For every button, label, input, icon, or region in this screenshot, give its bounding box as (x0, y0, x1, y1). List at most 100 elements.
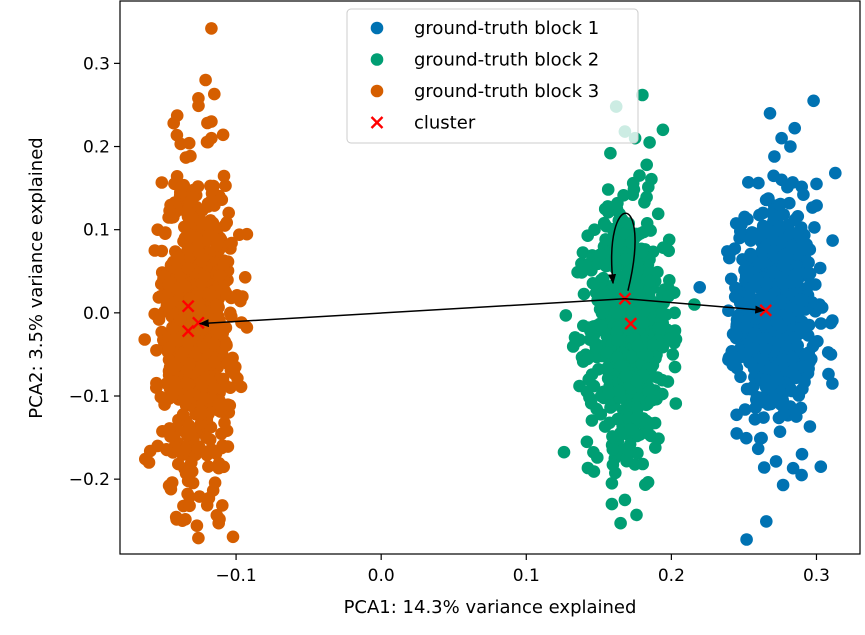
data-point (635, 245, 649, 259)
legend-item: cluster (370, 113, 476, 134)
data-point (803, 278, 817, 292)
data-point (210, 299, 223, 313)
data-point (194, 303, 207, 316)
data-point (784, 140, 797, 153)
data-point (724, 245, 737, 258)
data-point (203, 433, 217, 447)
data-point (730, 427, 743, 440)
data-point (178, 443, 192, 456)
data-point (824, 316, 838, 330)
data-point (226, 530, 240, 544)
x-tick-label: 0.1 (513, 566, 540, 586)
data-point (601, 200, 615, 213)
data-point (766, 377, 779, 391)
data-point (142, 456, 156, 469)
data-point (807, 94, 820, 108)
data-point (639, 478, 652, 492)
data-point (174, 350, 188, 363)
data-point (165, 389, 179, 403)
legend-marker (370, 21, 384, 35)
data-point (769, 455, 783, 468)
data-point (651, 207, 665, 221)
data-point (724, 272, 738, 286)
data-point (587, 465, 601, 478)
data-point (786, 351, 799, 365)
data-point (740, 431, 753, 445)
data-point (207, 337, 221, 351)
data-point (614, 516, 627, 530)
data-point (183, 195, 196, 209)
data-point (204, 289, 218, 302)
x-axis-label: PCA1: 14.3% variance explained (344, 597, 637, 618)
cluster-marker (181, 324, 195, 338)
y-axis-label: PCA2: 3.5% variance explained (26, 137, 47, 418)
data-point (732, 351, 746, 365)
y-tick-label: 0.1 (83, 221, 110, 241)
data-point (205, 131, 218, 145)
data-point (626, 349, 639, 363)
data-point (201, 200, 215, 213)
data-point (197, 341, 211, 354)
data-point (557, 445, 571, 459)
legend-label: cluster (414, 113, 476, 134)
data-point (217, 258, 230, 271)
data-point (181, 392, 194, 406)
data-point (776, 399, 790, 412)
data-point (742, 176, 755, 189)
data-point (810, 199, 823, 212)
data-point (221, 440, 235, 453)
data-point (208, 87, 221, 101)
data-point (663, 332, 676, 346)
data-point (202, 460, 215, 473)
x-tick-label: 0.2 (658, 566, 685, 586)
data-point (152, 313, 166, 326)
data-point (793, 293, 807, 306)
data-point (155, 176, 169, 189)
data-point (617, 189, 630, 202)
data-point (192, 440, 206, 454)
data-point (757, 461, 771, 474)
data-point (601, 183, 615, 196)
data-point (168, 360, 182, 374)
data-point (193, 490, 206, 503)
data-point (752, 176, 765, 190)
cluster-marker (624, 317, 638, 331)
data-point (756, 353, 770, 366)
data-point (606, 443, 620, 456)
data-point (814, 317, 828, 330)
data-point (730, 408, 743, 422)
x-axis-ticks: −0.1 0.0 0.1 0.2 0.3 (215, 554, 830, 586)
data-point (775, 131, 788, 145)
data-point (644, 224, 657, 237)
data-point (216, 372, 230, 386)
transition-arrow (624, 297, 766, 314)
data-point (582, 373, 595, 386)
data-point (591, 451, 604, 464)
data-point (614, 359, 628, 372)
y-tick-label: 0.3 (83, 54, 110, 74)
data-point (206, 183, 219, 196)
data-point (788, 213, 802, 226)
data-point (776, 276, 789, 290)
data-point (759, 343, 772, 356)
data-point (760, 515, 773, 528)
data-point (630, 411, 643, 425)
data-point (748, 413, 762, 426)
data-point (216, 499, 229, 512)
data-point (784, 226, 798, 239)
data-point (756, 206, 770, 220)
data-point (606, 430, 619, 443)
data-point (646, 338, 660, 352)
data-point (783, 196, 796, 210)
data-point (192, 92, 205, 105)
data-point (656, 123, 670, 137)
legend-item: ground-truth block 1 (370, 18, 599, 39)
data-point (643, 274, 657, 288)
data-point (776, 478, 790, 492)
data-point (568, 331, 582, 344)
data-point (815, 301, 829, 314)
data-point (773, 198, 786, 211)
data-point (605, 477, 619, 490)
data-point (597, 216, 611, 230)
data-point (612, 384, 626, 398)
